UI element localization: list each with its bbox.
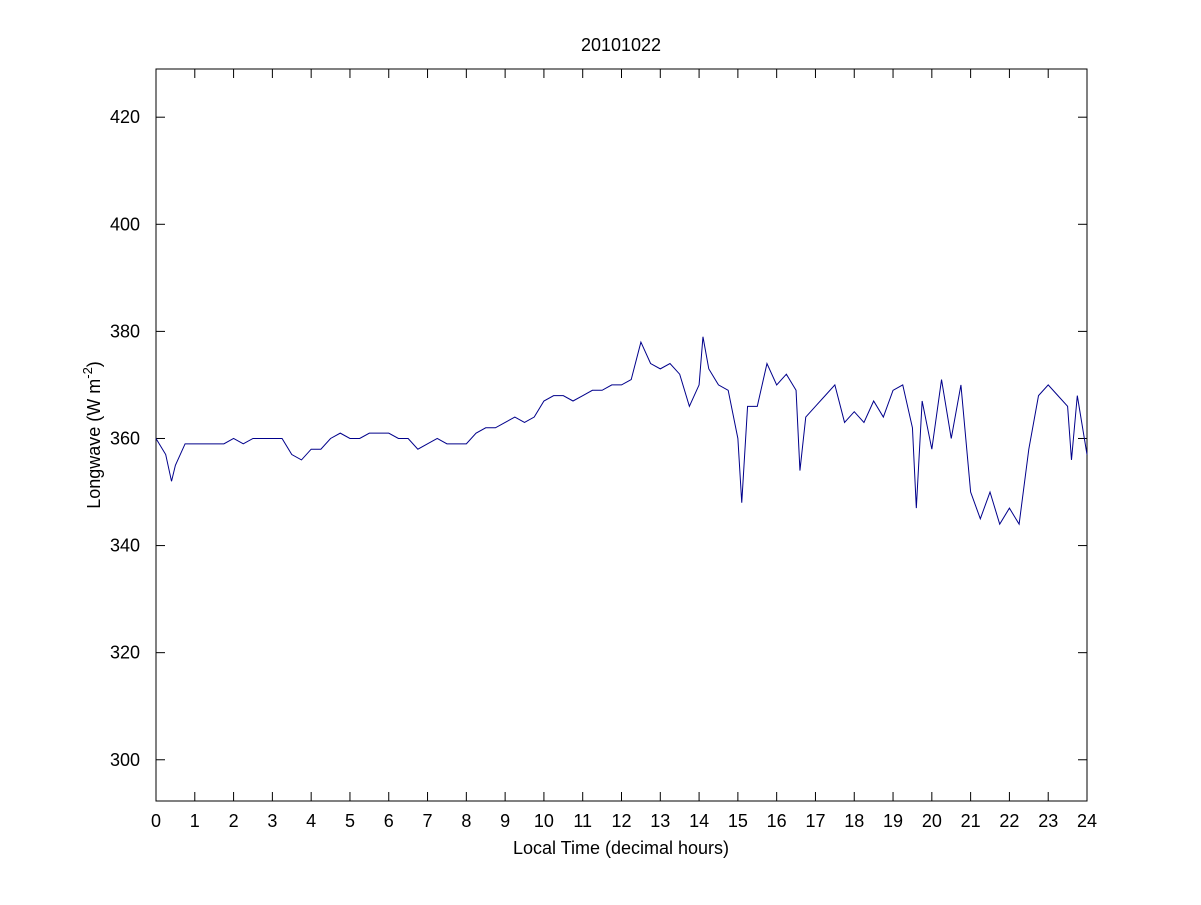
x-tick-label: 18 [844, 811, 864, 831]
x-tick-label: 4 [306, 811, 316, 831]
x-tick-label: 17 [805, 811, 825, 831]
x-tick-label: 24 [1077, 811, 1097, 831]
y-tick-label: 300 [110, 750, 140, 770]
x-tick-label: 14 [689, 811, 709, 831]
x-tick-label: 23 [1038, 811, 1058, 831]
y-axis-label: Longwave (W m-2) [80, 361, 104, 509]
x-tick-label: 2 [229, 811, 239, 831]
x-tick-label: 13 [650, 811, 670, 831]
y-label-end: ) [84, 361, 104, 367]
x-tick-label: 8 [461, 811, 471, 831]
chart-title: 20101022 [581, 35, 661, 55]
x-axis-label: Local Time (decimal hours) [513, 838, 729, 858]
x-tick-label: 11 [573, 811, 592, 831]
x-tick-label: 9 [500, 811, 510, 831]
y-tick-label: 320 [110, 643, 140, 663]
x-tick-label: 19 [883, 811, 903, 831]
y-tick-label: 400 [110, 214, 140, 234]
y-tick-label: 360 [110, 428, 140, 448]
data-line [155, 336, 1088, 526]
x-tick-label: 6 [384, 811, 394, 831]
x-tick-label: 15 [728, 811, 748, 831]
x-tick-label: 22 [999, 811, 1019, 831]
x-tick-label: 1 [190, 811, 200, 831]
x-tick-label: 21 [961, 811, 981, 831]
x-tick-label: 0 [151, 811, 161, 831]
y-tick-label: 340 [110, 536, 140, 556]
x-tick-label: 3 [267, 811, 277, 831]
x-tick-label: 16 [767, 811, 787, 831]
x-tick-label: 20 [922, 811, 942, 831]
y-label-sup: -2 [80, 367, 95, 379]
x-tick-label: 10 [534, 811, 554, 831]
x-tick-label: 7 [423, 811, 433, 831]
y-tick-label: 420 [110, 107, 140, 127]
y-label-text: Longwave (W m [84, 379, 104, 509]
y-tick-label: 380 [110, 321, 140, 341]
x-tick-label: 5 [345, 811, 355, 831]
x-tick-label: 12 [611, 811, 631, 831]
